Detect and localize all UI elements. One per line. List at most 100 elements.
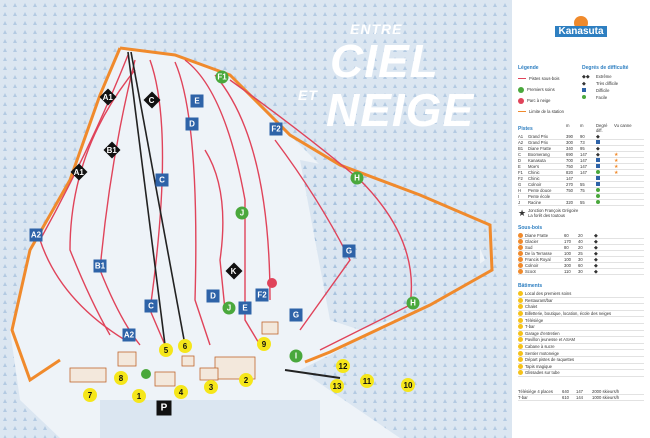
trail-marker-label: G xyxy=(345,246,353,256)
piste-drop: 75 xyxy=(580,188,585,193)
trail-marker-j[interactable]: J xyxy=(235,206,249,220)
trail-marker-label: E xyxy=(194,96,200,106)
star-icon: ★ xyxy=(614,169,619,176)
trail-marker-label: H xyxy=(410,298,416,308)
sousbois-drop: 25 xyxy=(578,251,583,256)
building-marker[interactable]: 9 xyxy=(257,337,271,351)
piste-id: C xyxy=(518,152,522,157)
trail-marker-e[interactable]: E xyxy=(238,301,252,315)
difficulty-icon xyxy=(596,194,614,199)
trail-marker-c[interactable]: C xyxy=(155,173,169,187)
building-marker[interactable]: 8 xyxy=(114,371,128,385)
trail-marker-g[interactable]: G xyxy=(289,308,303,322)
building-legend-label: Local des premiers soins xyxy=(525,291,572,297)
building-legend-label: Glissades sur tube xyxy=(525,370,560,376)
sousbois-name: Scoot xyxy=(525,269,536,274)
difficulty-icon: ◆ xyxy=(596,145,600,152)
trail-marker-label: H xyxy=(354,173,360,183)
trail-marker-f2[interactable]: F2 xyxy=(269,122,283,136)
piste-id: G xyxy=(518,182,522,187)
trail-marker-d[interactable]: D xyxy=(206,289,220,303)
star-icon: ★ xyxy=(614,163,619,170)
difficulty-icon: ◆◆ xyxy=(582,73,590,80)
difficulty-icon xyxy=(582,87,596,94)
piste-drop: 90 xyxy=(580,134,585,139)
piste-length: 270 xyxy=(566,182,573,187)
trail-marker-h[interactable]: H xyxy=(350,171,364,185)
building-legend-label: Chalet xyxy=(525,304,538,310)
terrain xyxy=(0,0,512,438)
building-marker[interactable]: 5 xyxy=(159,343,173,357)
trail-marker-d[interactable]: D xyxy=(185,117,199,131)
lift-capacity: 1000 skieurs/h xyxy=(592,394,620,400)
building-marker[interactable]: 10 xyxy=(401,378,415,392)
first-aid-icon xyxy=(141,369,151,379)
building-marker[interactable]: 2 xyxy=(239,373,253,387)
diamond-icon: ◆ xyxy=(594,256,598,263)
trail-marker-a2[interactable]: A2 xyxy=(122,328,136,342)
diamond-icon: ◆ xyxy=(594,244,598,251)
trail-marker-g[interactable]: G xyxy=(342,244,356,258)
piste-row: A2 Grand Prix 300 73 xyxy=(518,140,644,146)
lift-drop: 144 xyxy=(576,394,583,400)
building-marker[interactable]: 6 xyxy=(178,339,192,353)
building-marker[interactable]: 1 xyxy=(132,389,146,403)
building-marker[interactable]: 7 xyxy=(83,388,97,402)
piste-drop: 147 xyxy=(580,164,587,169)
trail-marker-h[interactable]: H xyxy=(406,296,420,310)
trail-marker-label: K xyxy=(231,266,237,276)
building-legend-item: Sentier motoneige xyxy=(518,350,644,357)
trail-marker-f1[interactable]: F1 xyxy=(215,70,229,84)
piste-name: Moe's xyxy=(528,164,540,169)
star-icon: ★ xyxy=(614,157,619,164)
building-legend-item: Cabane à sucre xyxy=(518,344,644,351)
sousbois-drop: 30 xyxy=(578,269,583,274)
map-title-et: ET xyxy=(298,87,318,103)
piste-drop: 147 xyxy=(580,170,587,175)
trail-marker-label: A1 xyxy=(102,92,114,102)
sousbois-row: Glacier 170 40 ◆ xyxy=(518,239,644,245)
building-legend-item: Chalet xyxy=(518,304,644,311)
first-aid-icon xyxy=(518,86,524,93)
piste-name: Diane Fratte xyxy=(528,146,552,151)
building-marker[interactable]: 13 xyxy=(330,379,344,393)
sousbois-length: 100 xyxy=(564,251,571,256)
header-view: Vu canne xyxy=(614,123,632,128)
building-legend-item: Billetterie, boutique, location, école d… xyxy=(518,311,644,318)
trail-marker-label: F2 xyxy=(257,290,267,300)
building-legend-label: Départ pistes de raquettes xyxy=(525,357,575,363)
piste-length: 700 xyxy=(566,158,573,163)
trail-marker-label: D xyxy=(210,291,216,301)
difficulty-icon xyxy=(596,200,614,205)
lift-name: T-bar xyxy=(518,394,528,400)
building-marker[interactable]: 4 xyxy=(174,385,188,399)
building-legend-label: Cabane à sucre xyxy=(525,344,555,350)
building-number-icon xyxy=(518,363,523,369)
trail-marker-a2[interactable]: A2 xyxy=(29,228,43,242)
trail-marker-i[interactable]: I xyxy=(289,349,303,363)
trail-marker-b1[interactable]: B1 xyxy=(93,259,107,273)
trail-marker-label: B1 xyxy=(106,145,118,155)
trail-marker-j[interactable]: J xyxy=(222,301,236,315)
parking-icon: P xyxy=(156,400,172,416)
trail-marker-e[interactable]: E xyxy=(190,94,204,108)
difficulty-icon xyxy=(596,182,614,187)
building-marker[interactable]: 3 xyxy=(204,380,218,394)
piste-name: Pente école xyxy=(528,194,551,199)
building-legend-label: Pavillon jeunesse et ASAM xyxy=(525,337,576,343)
snow-park-icon xyxy=(518,97,524,104)
building-legend-label: Télésiège xyxy=(525,317,544,323)
difficulty-label: Facile xyxy=(596,95,608,100)
glade-icon xyxy=(518,233,523,238)
trail-marker-c[interactable]: C xyxy=(144,299,158,313)
piste-length: 690 xyxy=(566,152,573,157)
sousbois-row: De la Terrasse 100 25 ◆ xyxy=(518,251,644,257)
header-difficulty: Degré diff. xyxy=(596,123,608,133)
building-marker[interactable]: 12 xyxy=(336,359,350,373)
map-title-ciel: CIEL xyxy=(330,35,439,87)
building-marker[interactable]: 11 xyxy=(360,374,374,388)
trail-marker-f2[interactable]: F2 xyxy=(255,288,269,302)
trail-marker-label: B1 xyxy=(94,261,106,271)
piste-drop: 73 xyxy=(580,140,585,145)
legend-item-label: Pistes sous-bois xyxy=(529,76,560,81)
